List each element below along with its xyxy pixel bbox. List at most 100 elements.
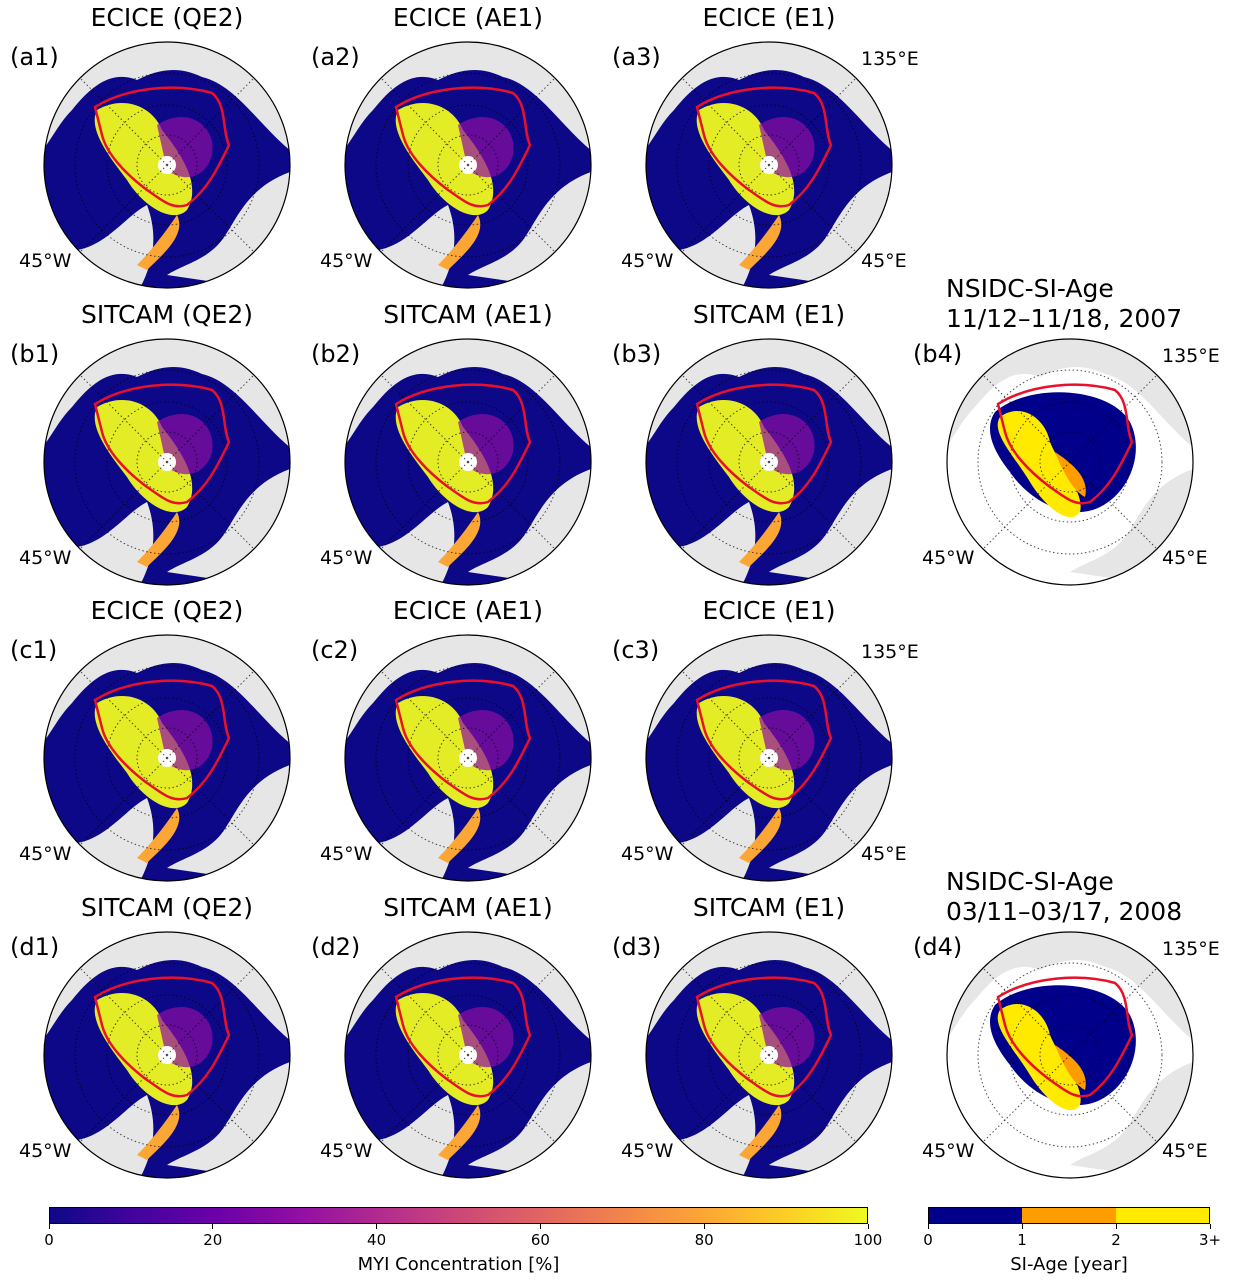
panel-label: (c1) [10, 636, 58, 664]
panel-title: SITCAM (AE1) [383, 893, 553, 922]
polar-map [645, 338, 893, 586]
latitude-circle [74, 369, 260, 555]
panel-title: SITCAM (E1) [692, 300, 846, 329]
latitude-circle [676, 72, 862, 258]
panel-label: (c3) [612, 636, 660, 664]
latitude-circle [106, 401, 228, 523]
lon-label-45w: 45°W [320, 1140, 373, 1162]
panel-label: (a3) [612, 43, 661, 71]
colorbar-tick [1115, 1224, 1117, 1229]
age-colorbar [928, 1207, 1210, 1224]
lon-label-45w: 45°W [621, 1140, 674, 1162]
latitude-circle [106, 994, 228, 1116]
polar-map [344, 338, 592, 586]
myi-boundary-line [394, 86, 532, 208]
colorbar-tick [1021, 1224, 1023, 1229]
latitude-circle [1039, 431, 1101, 493]
age-colorbar-label: SI-Age [year] [1010, 1254, 1128, 1275]
myi-fram-strait [438, 512, 481, 567]
myi-fram-strait [438, 808, 481, 863]
lon-label-135e: 135°E [861, 48, 919, 70]
latitude-circle [136, 134, 198, 196]
polar-map [645, 41, 893, 289]
map-outline [645, 634, 893, 882]
latitude-circle [977, 369, 1163, 555]
land-north [646, 932, 892, 1045]
panel-label: (d4) [913, 933, 963, 961]
polar-map [43, 41, 291, 289]
panel-label: (c2) [311, 636, 359, 664]
myi-boundary-line [394, 679, 532, 801]
latitude-circle [407, 401, 529, 523]
myi-high [696, 992, 795, 1106]
age-second-year [1055, 452, 1086, 497]
myi-boundary-line [394, 383, 532, 505]
polar-map [645, 931, 893, 1179]
lon-label-45e: 45°E [1162, 547, 1208, 569]
land-north [646, 42, 892, 155]
latitude-circle [676, 962, 862, 1148]
latitude-circle [106, 697, 228, 819]
myi-boundary-line [996, 383, 1134, 505]
colorbar-tick [376, 1224, 378, 1229]
panel-label: (b3) [612, 340, 662, 368]
polar-map [946, 338, 1194, 586]
panel-title: SITCAM (QE2) [80, 300, 253, 329]
latitude-circle [375, 72, 561, 258]
lon-label-45w: 45°W [621, 250, 674, 272]
colorbar-tick-label: 2 [1111, 1231, 1121, 1249]
latitude-circle [437, 134, 499, 196]
map-outline [946, 338, 1194, 586]
latitude-circle [74, 962, 260, 1148]
lon-label-45w: 45°W [320, 547, 373, 569]
lon-label-45w: 45°W [19, 1140, 72, 1162]
myi-high [395, 102, 494, 216]
land-north [646, 339, 892, 452]
myi-fram-strait [739, 215, 782, 270]
latitude-circle [375, 665, 561, 851]
panel-label: (b1) [10, 340, 60, 368]
myi-fram-strait [438, 1105, 481, 1160]
colorbar-tick-label: 1 [1017, 1231, 1027, 1249]
myi-high [395, 399, 494, 513]
myi-high [94, 399, 193, 513]
myi-fram-strait [739, 808, 782, 863]
colorbar-tick-label: 60 [530, 1231, 550, 1249]
polar-map [344, 41, 592, 289]
polar-map [43, 634, 291, 882]
polar-map [645, 634, 893, 882]
colorbar-tick-label: 20 [203, 1231, 223, 1249]
land-north [345, 339, 591, 452]
age-panel-title-line2: 11/12–11/18, 2007 [946, 304, 1183, 333]
myi-boundary-line [394, 976, 532, 1098]
panel-label: (a2) [311, 43, 360, 71]
latitude-circle [136, 431, 198, 493]
colorbar-tick [1209, 1224, 1211, 1229]
lon-label-135e: 135°E [1162, 345, 1220, 367]
polar-map [43, 931, 291, 1179]
latitude-circle [676, 369, 862, 555]
latitude-circle [708, 104, 830, 226]
latitude-circle [106, 104, 228, 226]
colorbar-tick-label: 3+ [1198, 1231, 1222, 1249]
myi-high [696, 102, 795, 216]
panel-title: SITCAM (E1) [692, 893, 846, 922]
myi-boundary-line [695, 383, 833, 505]
map-outline [946, 931, 1194, 1179]
latitude-circle [136, 727, 198, 789]
lon-label-45w: 45°W [621, 843, 674, 865]
colorbar-tick [703, 1224, 705, 1229]
panel-title: ECICE (E1) [702, 3, 836, 32]
age-panel-title-line1: NSIDC-SI-Age [946, 274, 1114, 303]
latitude-circle [738, 134, 800, 196]
latitude-circle [407, 994, 529, 1116]
myi-high [696, 399, 795, 513]
land-north [947, 339, 1193, 452]
latitude-circle [1009, 994, 1131, 1116]
latitude-circle [708, 697, 830, 819]
land-north [345, 42, 591, 155]
map-outline [645, 931, 893, 1179]
panel-label: (b2) [311, 340, 361, 368]
colorbar-tick [867, 1224, 869, 1229]
age-colorbar-segment [1116, 1207, 1210, 1224]
